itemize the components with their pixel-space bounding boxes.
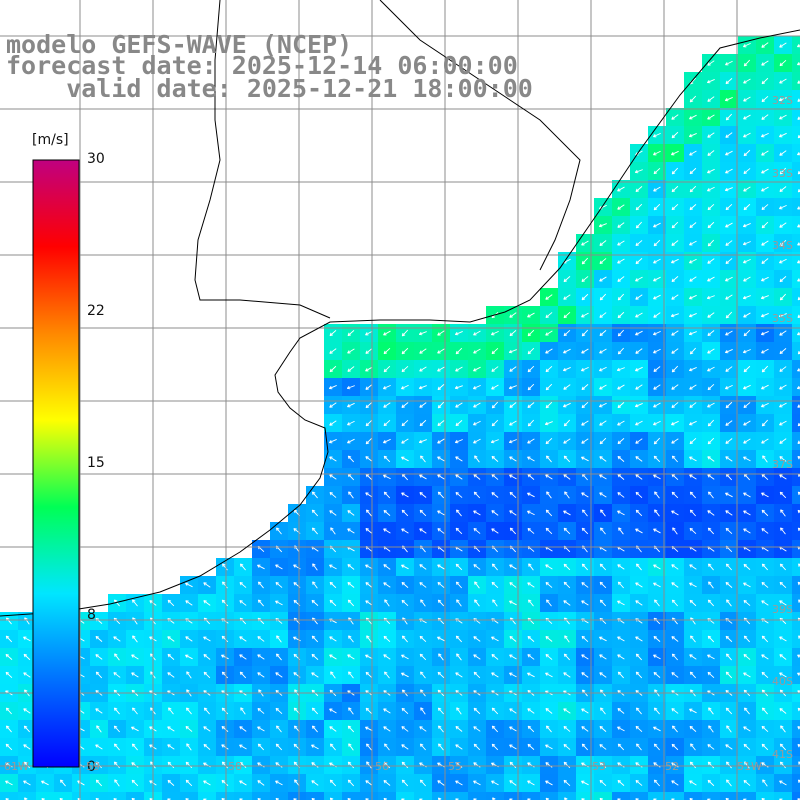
lat-label-35s: 35S	[772, 312, 793, 325]
lon-label-51w: 51W	[737, 760, 762, 773]
lat-label-39s: 39S	[772, 603, 793, 616]
lon-label-52: 52	[665, 760, 679, 773]
lon-label-61w: 61W	[4, 760, 29, 773]
map-title-model: modelo GEFS-WAVE (NCEP)	[6, 30, 353, 59]
colorbar-unit-label: [m/s]	[32, 132, 69, 148]
colorbar-tick-0: 0	[87, 759, 96, 775]
colorbar-tick-30: 30	[87, 151, 105, 167]
colorbar-tick-22: 22	[87, 303, 105, 319]
colorbar	[32, 159, 80, 768]
country-border	[379, 0, 581, 271]
river-border	[194, 0, 331, 319]
colorbar-tick-15: 15	[87, 455, 105, 471]
coastline	[0, 29, 800, 617]
wind-speed-cells	[0, 36, 800, 800]
lon-label-56: 56	[375, 760, 389, 773]
lat-label-37s: 37S	[772, 458, 793, 471]
lat-label-40s: 40S	[772, 675, 793, 688]
lon-label-59: 59	[86, 760, 100, 773]
lon-label-58: 58	[228, 760, 242, 773]
lon-label-53: 53	[592, 760, 606, 773]
map-title-forecast-date: forecast date: 2025-12-14 06:00:00	[6, 51, 518, 80]
lat-label-34s: 34S	[772, 239, 793, 252]
lon-label-55: 55	[448, 760, 462, 773]
map-title-valid-date: valid date: 2025-12-21 18:00:00	[6, 74, 533, 103]
lat-label-32s: 32S	[772, 94, 793, 107]
colorbar-tick-8: 8	[87, 607, 96, 623]
lat-label-33s: 33S	[772, 167, 793, 180]
lat-label-41s: 41S	[772, 748, 793, 761]
